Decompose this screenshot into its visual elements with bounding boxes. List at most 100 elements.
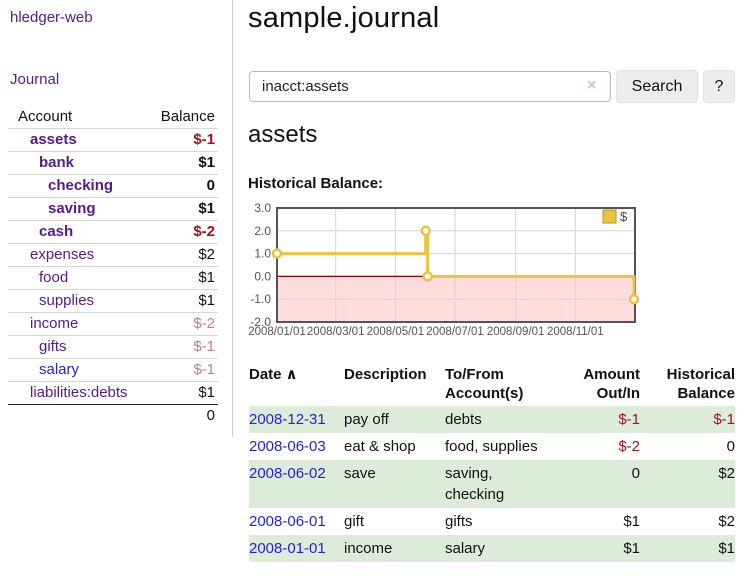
transaction-description: eat & shop <box>344 438 416 455</box>
sort-ascending-icon: ∧ <box>285 366 298 383</box>
account-link[interactable]: assets <box>30 131 77 148</box>
account-row: assets $-1 <box>8 128 218 152</box>
account-balance: $-2 <box>150 220 218 244</box>
transaction-date-link[interactable]: 2008-06-01 <box>249 513 326 530</box>
transaction-row: 2008-06-02 save saving, checking 0 $2 <box>249 460 735 508</box>
account-row: checking 0 <box>8 174 218 198</box>
account-row: salary $-1 <box>8 358 218 382</box>
clear-search-icon[interactable]: × <box>587 77 597 94</box>
page-title: sample.journal <box>248 2 440 34</box>
account-balance: $-2 <box>150 312 218 336</box>
account-link[interactable]: salary <box>39 361 80 378</box>
table-header: Historical Balance <box>666 366 735 402</box>
svg-text:2008/09/01: 2008/09/01 <box>487 326 545 338</box>
transaction-date-link[interactable]: 2008-01-01 <box>249 540 326 557</box>
accounts-total-row: 0 <box>8 404 218 427</box>
transaction-description: save <box>344 465 376 482</box>
accounts-table: Account Balance assets $-1 bank $1 checking 0… <box>8 106 218 427</box>
transaction-balance: $1 <box>718 540 735 557</box>
account-row: expenses $2 <box>8 243 218 267</box>
svg-text:1.0: 1.0 <box>254 247 271 261</box>
account-link[interactable]: bank <box>39 154 75 171</box>
svg-text:0.0: 0.0 <box>254 269 271 283</box>
account-link[interactable]: supplies <box>39 292 95 309</box>
transaction-balance: $-1 <box>713 411 735 428</box>
transaction-amount: $-1 <box>618 411 640 428</box>
account-row: gifts $-1 <box>8 335 218 359</box>
account-link[interactable]: food <box>39 269 69 286</box>
accounts-table-header: Account Balance <box>8 106 218 129</box>
account-balance: $2 <box>150 243 218 267</box>
account-row: food $1 <box>8 266 218 290</box>
search-help-button[interactable]: ? <box>703 70 735 103</box>
transaction-accounts: saving, checking <box>445 465 505 503</box>
transaction-row: 2008-12-31 pay off debts $-1 $-1 <box>249 406 735 433</box>
transaction-accounts: gifts <box>445 513 473 530</box>
historical-balance-chart: $3.0 2.0 1.0 0.0 -1.0 -2.0 2008/01/01 2008/03/0… <box>240 201 640 343</box>
transaction-balance: $2 <box>718 465 735 482</box>
balance-column-header: Balance <box>160 108 215 125</box>
account-balance: 0 <box>150 174 218 198</box>
main-content: sample.journal × Search ? assets Histori… <box>248 0 742 582</box>
svg-text:2008/11/01: 2008/11/01 <box>547 326 604 338</box>
svg-text:2.0: 2.0 <box>254 224 271 238</box>
search-bar: × Search ? <box>249 70 735 103</box>
account-balance: $-1 <box>150 128 218 152</box>
account-link[interactable]: expenses <box>30 246 95 263</box>
transaction-accounts: salary <box>445 540 486 557</box>
sidebar-item-journal[interactable]: Journal <box>10 71 60 88</box>
account-balance: $1 <box>150 197 218 221</box>
transaction-amount: 0 <box>631 465 640 482</box>
search-input[interactable] <box>249 71 611 102</box>
transaction-row: 2008-01-01 income salary $1 $1 <box>249 535 735 562</box>
transactions-table-header: Date ∧ Description To/From Account(s) Amount O… <box>249 362 735 406</box>
transaction-date-link[interactable]: 2008-12-31 <box>249 411 326 428</box>
account-link[interactable]: gifts <box>39 338 67 355</box>
account-heading: assets <box>248 121 318 148</box>
transaction-description: gift <box>344 513 365 530</box>
account-balance: $-1 <box>150 358 218 382</box>
transaction-date-link[interactable]: 2008-06-02 <box>249 465 326 482</box>
svg-text:2008/01/01: 2008/01/01 <box>248 326 306 338</box>
account-column-header: Account <box>18 108 73 125</box>
account-balance: $1 <box>150 266 218 290</box>
transaction-amount: $1 <box>623 540 640 557</box>
search-button[interactable]: Search <box>616 70 698 103</box>
table-header: Amount Out/In <box>583 366 640 402</box>
transaction-row: 2008-06-01 gift gifts $1 $2 <box>249 508 735 535</box>
account-link[interactable]: cash <box>39 223 74 240</box>
account-balance: $1 <box>150 381 218 405</box>
account-row: bank $1 <box>8 151 218 175</box>
account-row: saving $1 <box>8 197 218 221</box>
transaction-amount: $1 <box>623 513 640 530</box>
svg-text:$: $ <box>620 209 628 224</box>
app-title-link[interactable]: hledger-web <box>10 9 93 26</box>
account-balance: $1 <box>150 151 218 175</box>
account-link[interactable]: saving <box>48 200 96 217</box>
account-link[interactable]: liabilities:debts <box>30 384 128 401</box>
transaction-description: pay off <box>344 411 389 428</box>
accounts-total-balance: 0 <box>150 404 218 427</box>
transaction-balance: $2 <box>718 513 735 530</box>
account-link[interactable]: income <box>30 315 79 332</box>
table-header-date-sort[interactable]: Date ∧ <box>249 366 298 383</box>
account-balance: $-1 <box>150 335 218 359</box>
transaction-accounts: food, supplies <box>445 438 538 455</box>
chart-heading: Historical Balance: <box>248 175 384 192</box>
account-row: liabilities:debts $1 <box>8 381 218 405</box>
transaction-balance: 0 <box>726 438 735 455</box>
account-balance: $1 <box>150 289 218 313</box>
transaction-accounts: debts <box>445 411 482 428</box>
table-header: Description <box>344 366 427 383</box>
transaction-date-link[interactable]: 2008-06-03 <box>249 438 326 455</box>
account-link[interactable]: checking <box>48 177 114 194</box>
account-row: supplies $1 <box>8 289 218 313</box>
svg-text:-1.0: -1.0 <box>250 292 271 306</box>
account-row: income $-2 <box>8 312 218 336</box>
transaction-description: income <box>344 540 393 557</box>
transactions-table: Date ∧ Description To/From Account(s) Amount O… <box>249 362 735 562</box>
transaction-amount: $-2 <box>618 438 640 455</box>
table-header: To/From Account(s) <box>445 366 524 402</box>
svg-text:2008/07/01: 2008/07/01 <box>426 326 484 338</box>
